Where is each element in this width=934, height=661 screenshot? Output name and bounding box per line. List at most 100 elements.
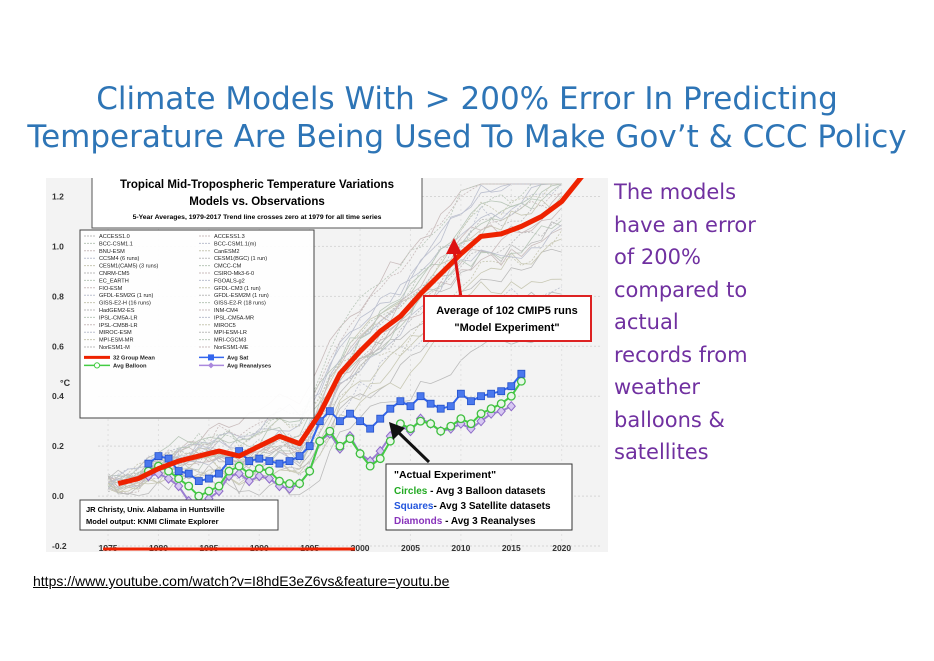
legend-item: CSIRO-Mk3-6-0 [214,271,254,277]
balloon-marker [426,419,436,429]
y-axis-label: °C [60,378,71,388]
source-link[interactable]: https://www.youtube.com/watch?v=I8hdE3eZ… [33,573,450,589]
side-note-line: have an error [614,212,756,237]
side-note-line: records from [614,342,748,367]
satellite-marker [396,397,405,406]
legend-item: GISS-E2-H (16 runs) [99,301,151,307]
y-tick-label: 0.0 [52,491,64,501]
legend-item: FIO-ESM [99,286,123,292]
model-mean-line [117,174,584,487]
y-tick-label: 0.4 [52,391,64,401]
legend-item: CCSM4 (6 runs) [99,256,140,262]
reanalyses-marker [476,415,486,427]
chart-svg: -0.20.00.20.40.60.81.01.2°C1975198019851… [46,171,608,553]
balloon-marker [446,421,456,431]
satellite-marker [507,382,516,391]
legend-item: FGOALS-g2 [214,278,245,284]
satellite-marker [366,424,375,433]
satellite-marker [164,454,173,463]
satellite-marker [456,389,465,398]
balloon-marker [345,434,355,444]
actual-annotation-box [385,463,573,531]
y-tick-label: 0.8 [52,291,64,301]
balloon-marker [506,391,516,401]
satellite-marker [325,407,334,416]
legend-item: CNRM-CM5 [99,271,129,277]
chart-credit: JR Christy, Univ. Alabama in Huntsville … [79,499,279,531]
slide-title-line-1: Climate Models With > 200% Error In Pred… [96,81,838,117]
balloon-marker [224,466,234,476]
chart-title: Tropical Mid-Tropospheric Temperature Va… [120,179,394,191]
legend-item: BCC-CSM1.1(m) [214,241,256,247]
legend-item: GFDL-ESM2M (1 run) [214,293,269,299]
side-note-line: balloons & [614,407,725,432]
chart-subtitle-2: 5-Year Averages, 1979-2017 Trend line cr… [133,214,382,221]
legend-item: GFDL-ESM2G (1 run) [99,293,154,299]
reanalyses-marker [244,475,254,487]
chart-series [117,174,584,512]
model-run-line [107,183,562,490]
satellite-marker [346,409,354,418]
legend-item-balloon: Avg Balloon [113,363,147,369]
y-tick-label: 1.2 [52,191,64,201]
legend-item-reanalyses: Avg Reanalyses [227,363,271,369]
chart-figure: -0.20.00.20.40.60.81.01.2°C1975198019851… [46,171,608,553]
satellite-marker [356,417,364,426]
balloon-marker [234,461,244,471]
satellite-marker [194,477,203,485]
actual-annotation-line-2: Squares- Avg 3 Satellite datasets [394,501,551,512]
satellite-marker [215,469,223,478]
balloon-marker [365,461,375,471]
slide-title-line-2: Temperature Are Being Used To Make Gov’t… [27,119,907,155]
satellite-marker [376,414,385,423]
balloon-marker [254,464,264,474]
satellite-marker [386,404,395,413]
satellite-marker [204,474,213,483]
y-tick-label: 0.2 [52,441,64,451]
balloon-key: Circles [394,486,428,497]
satellite-marker [446,402,455,411]
model-run-line [108,183,562,485]
credit-line-2: Model output: KNMI Climate Explorer [86,517,219,526]
actual-annotation-title: "Actual Experiment" [394,469,496,481]
satellite-marker [477,392,485,401]
reanalyses-marker [264,473,275,484]
balloon-marker [305,466,315,476]
model-run-line [107,216,562,480]
satellite-marker [295,452,304,461]
legend-item-sat: Avg Sat [227,355,248,361]
legend-marker-sat [208,354,214,361]
balloon-marker [355,449,365,459]
balloon-marker [315,436,325,446]
satellite-marker [416,392,425,401]
reanalyses-marker [234,468,244,479]
satellite-marker [225,457,233,466]
balloon-marker [476,409,486,419]
satellite-marker [144,459,153,468]
legend-item: MIROC-ESM [99,330,132,336]
legend-item: MIROC5 [214,323,236,329]
satellite-marker [265,457,274,466]
balloon-marker [436,426,446,436]
legend-item: HadGEM2-ES [99,308,135,314]
reanalyses-marker [254,470,264,482]
reanalyses-marker [173,480,184,492]
x-tick-label: 2010 [451,543,470,552]
reanalyses-marker [506,400,516,412]
satellite-marker [255,454,264,463]
legend-item: BNU-ESM [99,249,125,255]
legend-marker-reanalyses [208,362,214,369]
side-note-line: weather [614,375,701,399]
balloon-marker [375,454,385,464]
legend-item: MPI-ESM-LR [214,330,247,336]
side-note-line: compared to [614,277,748,302]
x-tick-label: 2000 [351,543,370,552]
balloon-marker [456,414,466,424]
satellite-marker [517,369,526,378]
y-tick-label: 0.6 [52,341,64,351]
balloon-marker [385,436,395,446]
legend-item: CESM1(CAM5) (3 runs) [99,264,159,270]
satellite-marker [174,467,183,476]
satellite-marker [285,457,294,466]
